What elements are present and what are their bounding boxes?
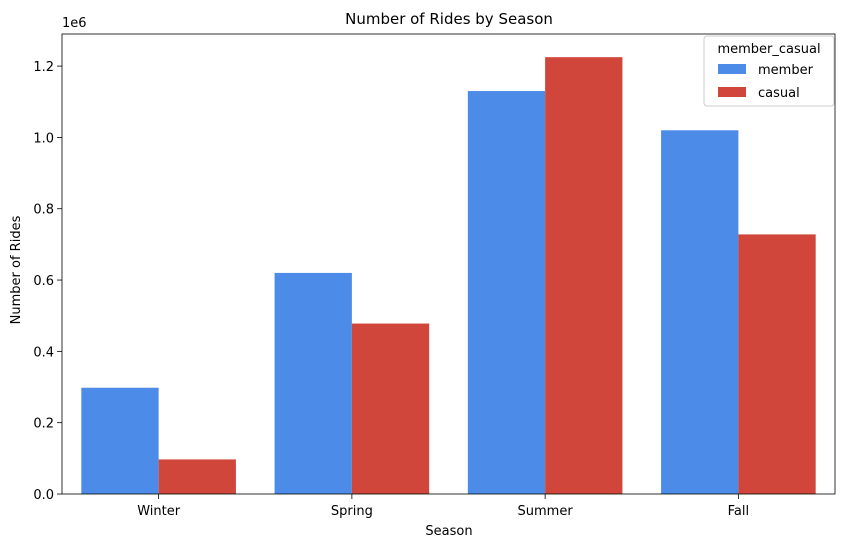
y-tick-label: 1.2 <box>33 60 54 75</box>
bar-casual-winter <box>158 459 236 494</box>
y-tick-label: 0.8 <box>33 203 54 218</box>
legend: member_casual member casual <box>703 35 835 107</box>
x-tick-label: Winter <box>137 504 181 519</box>
x-tick-label: Spring <box>331 504 373 519</box>
bar-member-winter <box>81 387 159 494</box>
y-axis-title: Number of Rides <box>9 215 24 324</box>
bar-member-summer <box>467 91 546 494</box>
bar-casual-fall <box>738 234 816 494</box>
legend-label-casual: casual <box>758 86 800 101</box>
legend-label-member: member <box>758 63 814 78</box>
y-tick-label: 0.2 <box>33 417 54 432</box>
bar-casual-spring <box>351 323 430 494</box>
y-tick-label: 1.0 <box>33 131 54 146</box>
y-tick-label: 0.0 <box>33 488 54 503</box>
chart-title: Number of Rides by Season <box>345 10 553 28</box>
bar-member-fall <box>661 130 739 495</box>
y-tick-label: 0.4 <box>33 345 54 360</box>
x-tick-label: Fall <box>728 504 749 519</box>
legend-swatch-member <box>718 64 746 74</box>
y-offset-label: 1e6 <box>62 16 87 31</box>
bar-member-spring <box>274 272 352 494</box>
x-tick-label: Summer <box>518 504 574 519</box>
legend-title: member_casual <box>717 42 820 57</box>
x-axis-title: Season <box>425 524 472 539</box>
bar-casual-summer <box>545 57 623 495</box>
axes-frame <box>61 33 836 495</box>
y-tick-label: 0.6 <box>33 274 54 289</box>
plot-area: 0.0 0.2 0.4 0.6 0.8 1.0 1.2 Winter Spring Summer F… <box>33 33 836 519</box>
legend-swatch-casual <box>718 87 746 97</box>
